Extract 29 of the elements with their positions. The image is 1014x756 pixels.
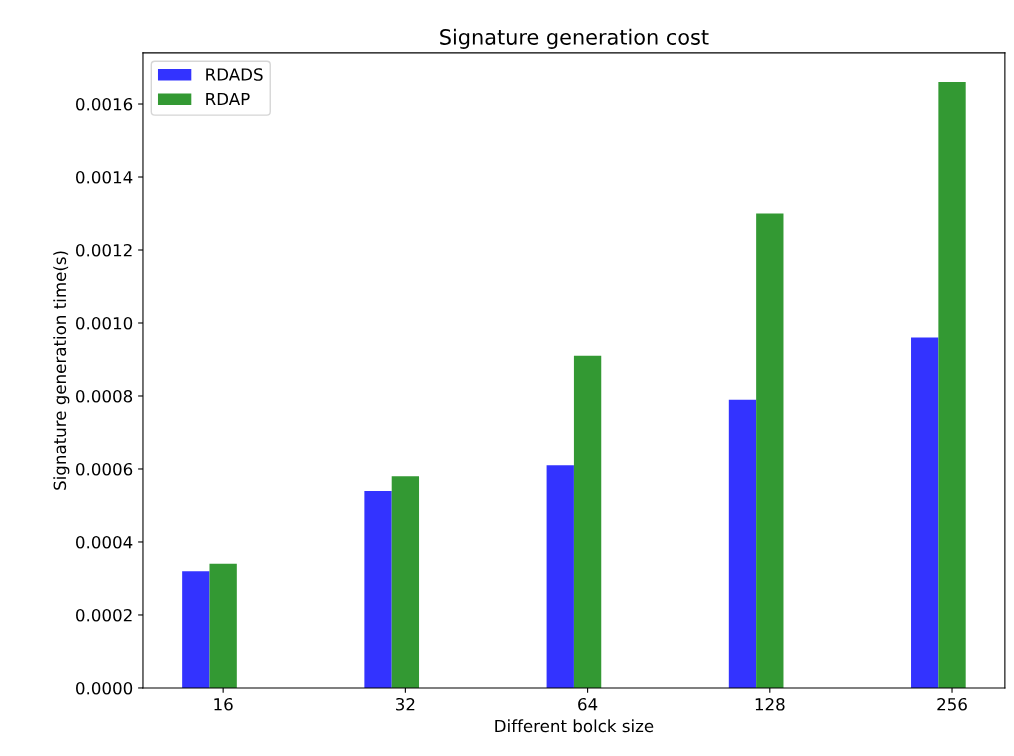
y-tick-label: 0.0008 — [76, 389, 133, 403]
x-axis-title: Different bolck size — [495, 719, 654, 733]
y-tick-label: 0.0012 — [76, 243, 132, 257]
legend-label: RDADS — [206, 68, 263, 81]
bar — [938, 82, 966, 688]
x-tick-label: 32 — [396, 697, 415, 711]
y-axis-title: Signature generation time(s) — [53, 251, 70, 490]
bar — [209, 563, 237, 688]
y-tick-label: 0.0006 — [76, 462, 133, 476]
y-tick-label: 0.0000 — [76, 681, 133, 695]
bar — [756, 213, 784, 688]
bar — [182, 571, 210, 688]
bar — [391, 476, 420, 688]
y-tick-label: 0.0002 — [76, 608, 132, 622]
y-tick-label: 0.0016 — [76, 97, 133, 111]
x-tick-label: 16 — [214, 697, 233, 711]
y-tick-label: 0.0014 — [76, 170, 133, 184]
y-tick-label: 0.0010 — [76, 316, 133, 330]
x-tick-label: 128 — [755, 697, 785, 711]
bar — [364, 490, 392, 688]
x-tick-label: 64 — [578, 697, 598, 711]
legend-label: RDAP — [206, 92, 250, 106]
bar — [573, 355, 602, 688]
bar — [728, 399, 757, 688]
bar — [546, 465, 574, 688]
y-tick-label: 0.0004 — [76, 535, 133, 549]
chart-title: Signature generation cost — [440, 28, 709, 49]
bar — [911, 337, 939, 688]
x-tick-label: 256 — [937, 697, 967, 711]
